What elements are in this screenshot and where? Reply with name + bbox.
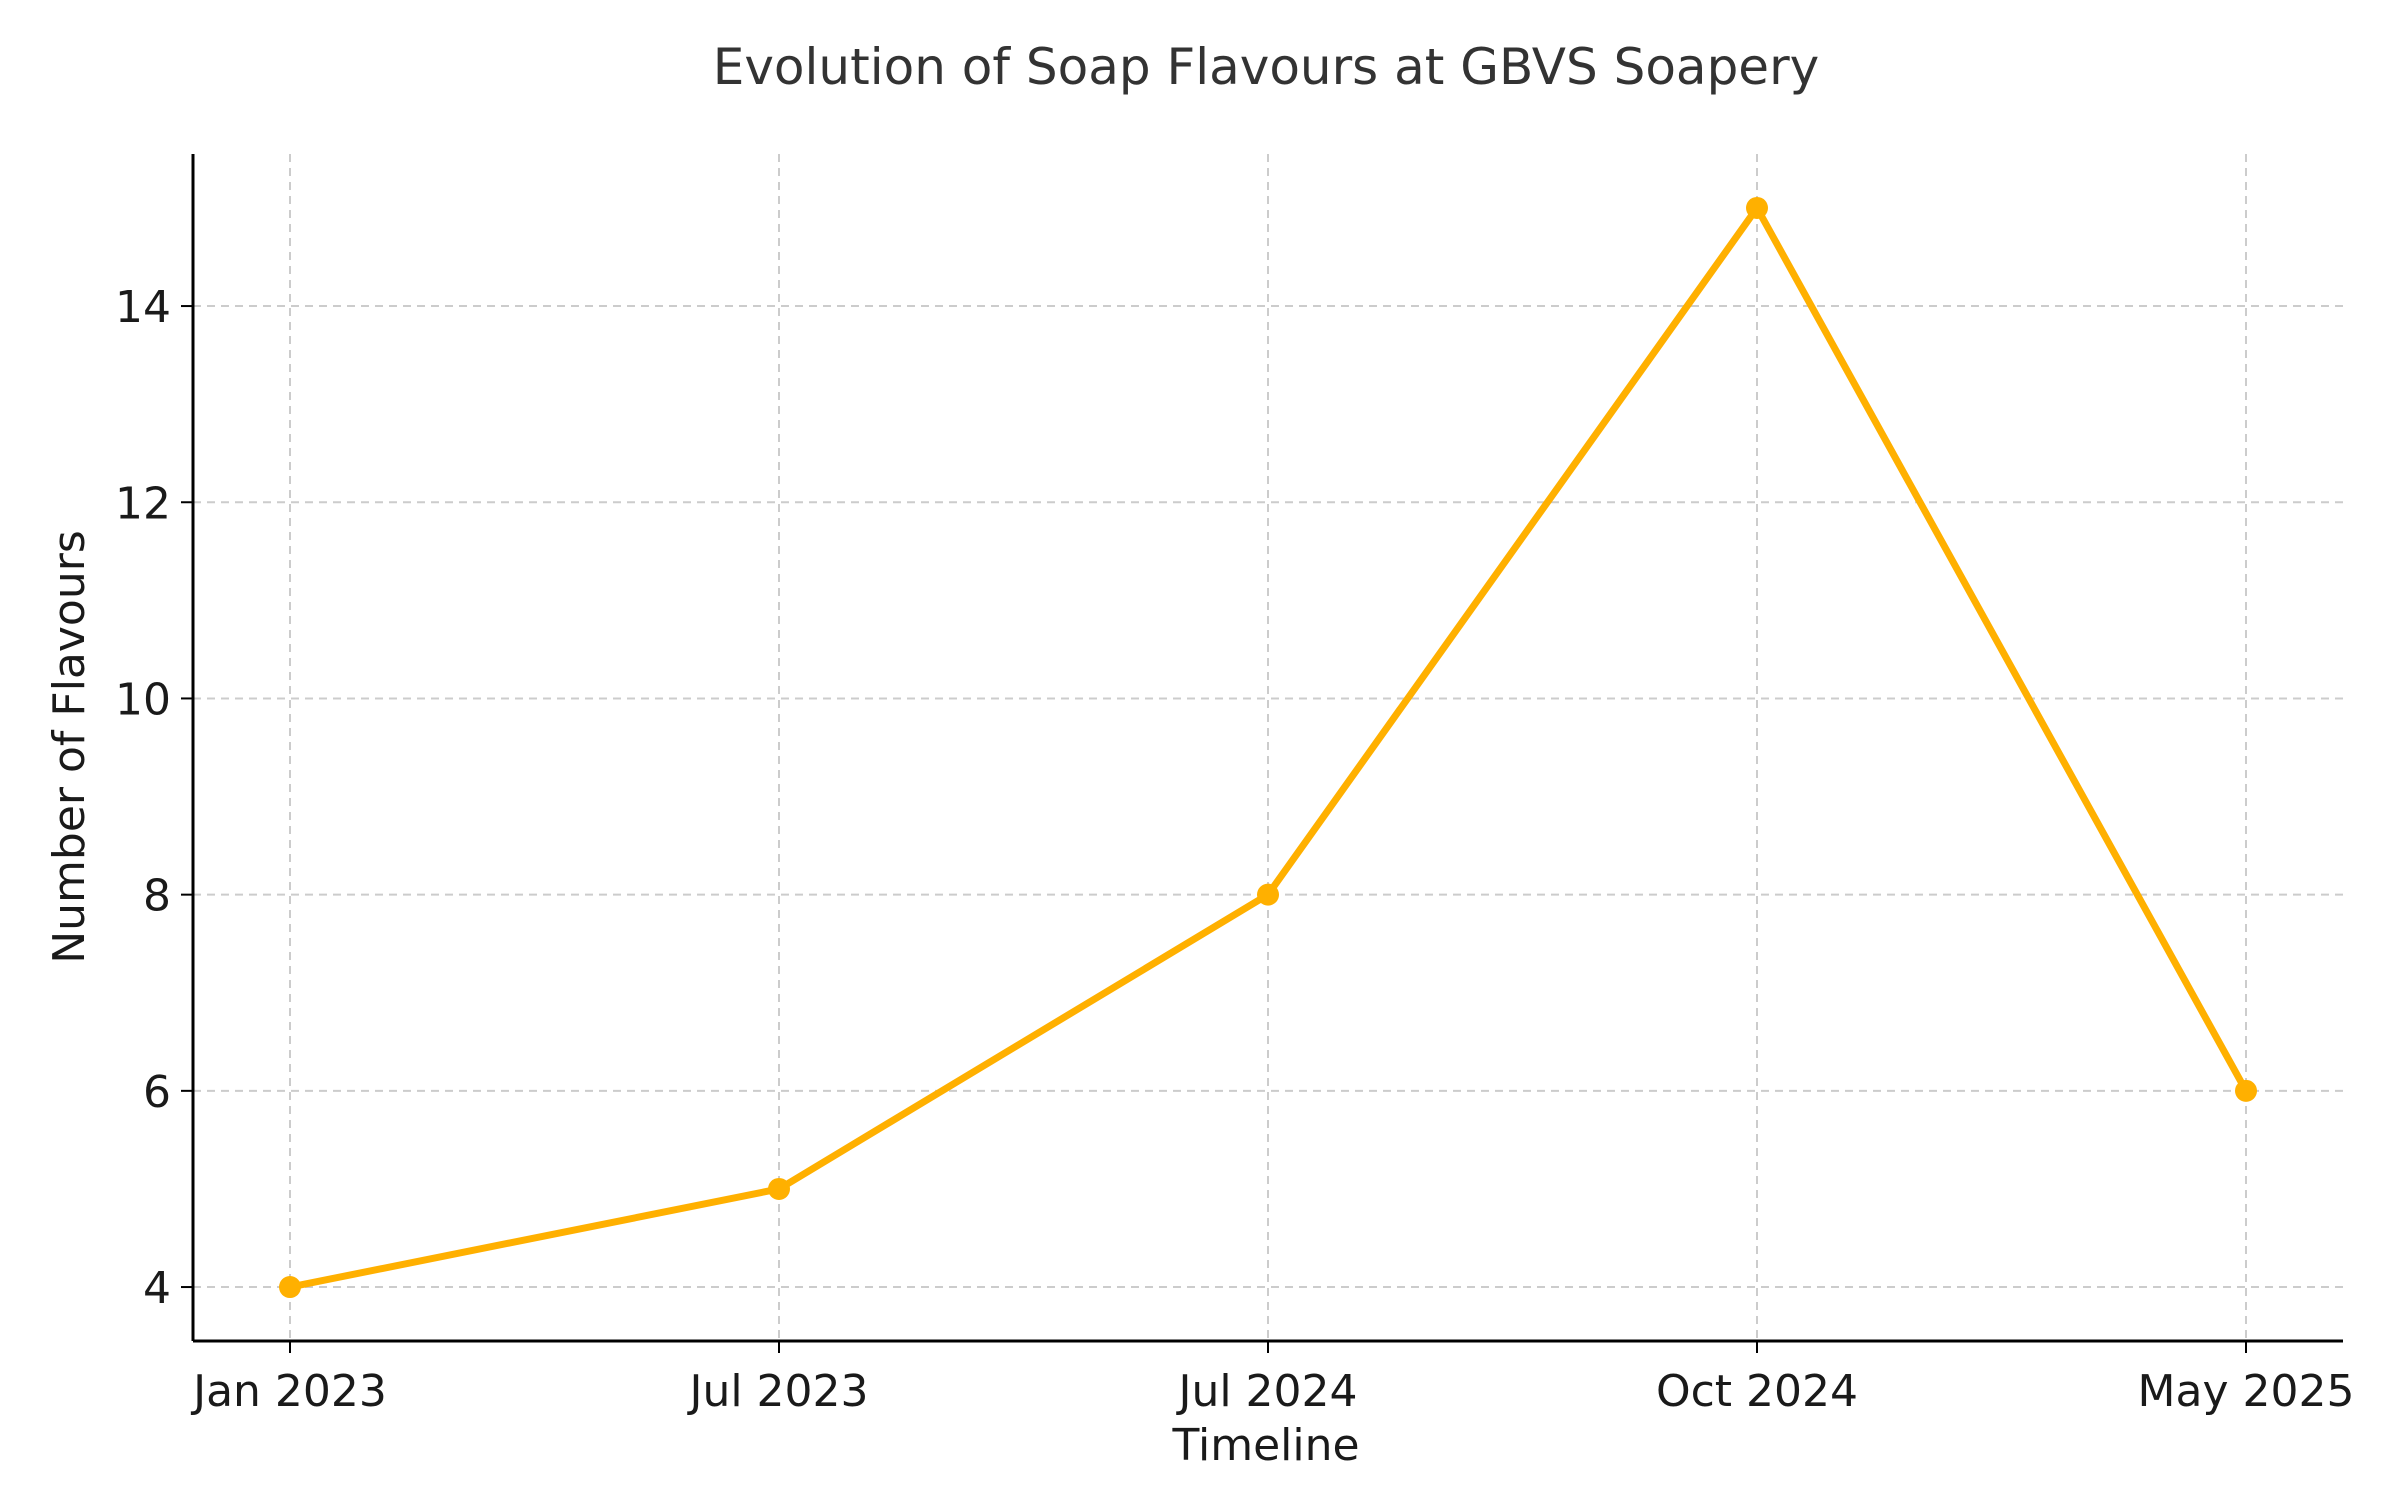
y-tick-label: 8 <box>143 871 171 922</box>
y-tick-label: 12 <box>115 478 171 529</box>
series-layer <box>279 196 2257 1299</box>
data-point <box>768 1177 790 1200</box>
y-tick-label: 14 <box>115 282 171 333</box>
data-point <box>1746 196 1768 219</box>
data-point <box>279 1276 301 1299</box>
data-point <box>2235 1079 2257 1102</box>
x-tick-label: Oct 2024 <box>1656 1366 1858 1417</box>
x-tick-label: May 2025 <box>2138 1366 2355 1417</box>
x-axis-label: Timeline <box>1171 1420 1359 1471</box>
x-tick-label: Jul 2024 <box>1175 1366 1357 1417</box>
y-axis-label: Number of Flavours <box>44 530 95 964</box>
chart-title: Evolution of Soap Flavours at GBVS Soape… <box>713 38 1819 96</box>
ticks-layer: Jan 2023 Jul 2023 Jul 2024 Oct 2024 May 2025… <box>115 282 2354 1417</box>
y-tick-label: 6 <box>143 1067 171 1118</box>
x-tick-label: Jul 2023 <box>686 1366 868 1417</box>
data-point <box>1257 883 1279 906</box>
y-tick-label: 10 <box>115 674 171 725</box>
y-tick-label: 4 <box>143 1263 171 1314</box>
x-tick-label: Jan 2023 <box>190 1366 387 1417</box>
grid-layer <box>193 154 2343 1341</box>
